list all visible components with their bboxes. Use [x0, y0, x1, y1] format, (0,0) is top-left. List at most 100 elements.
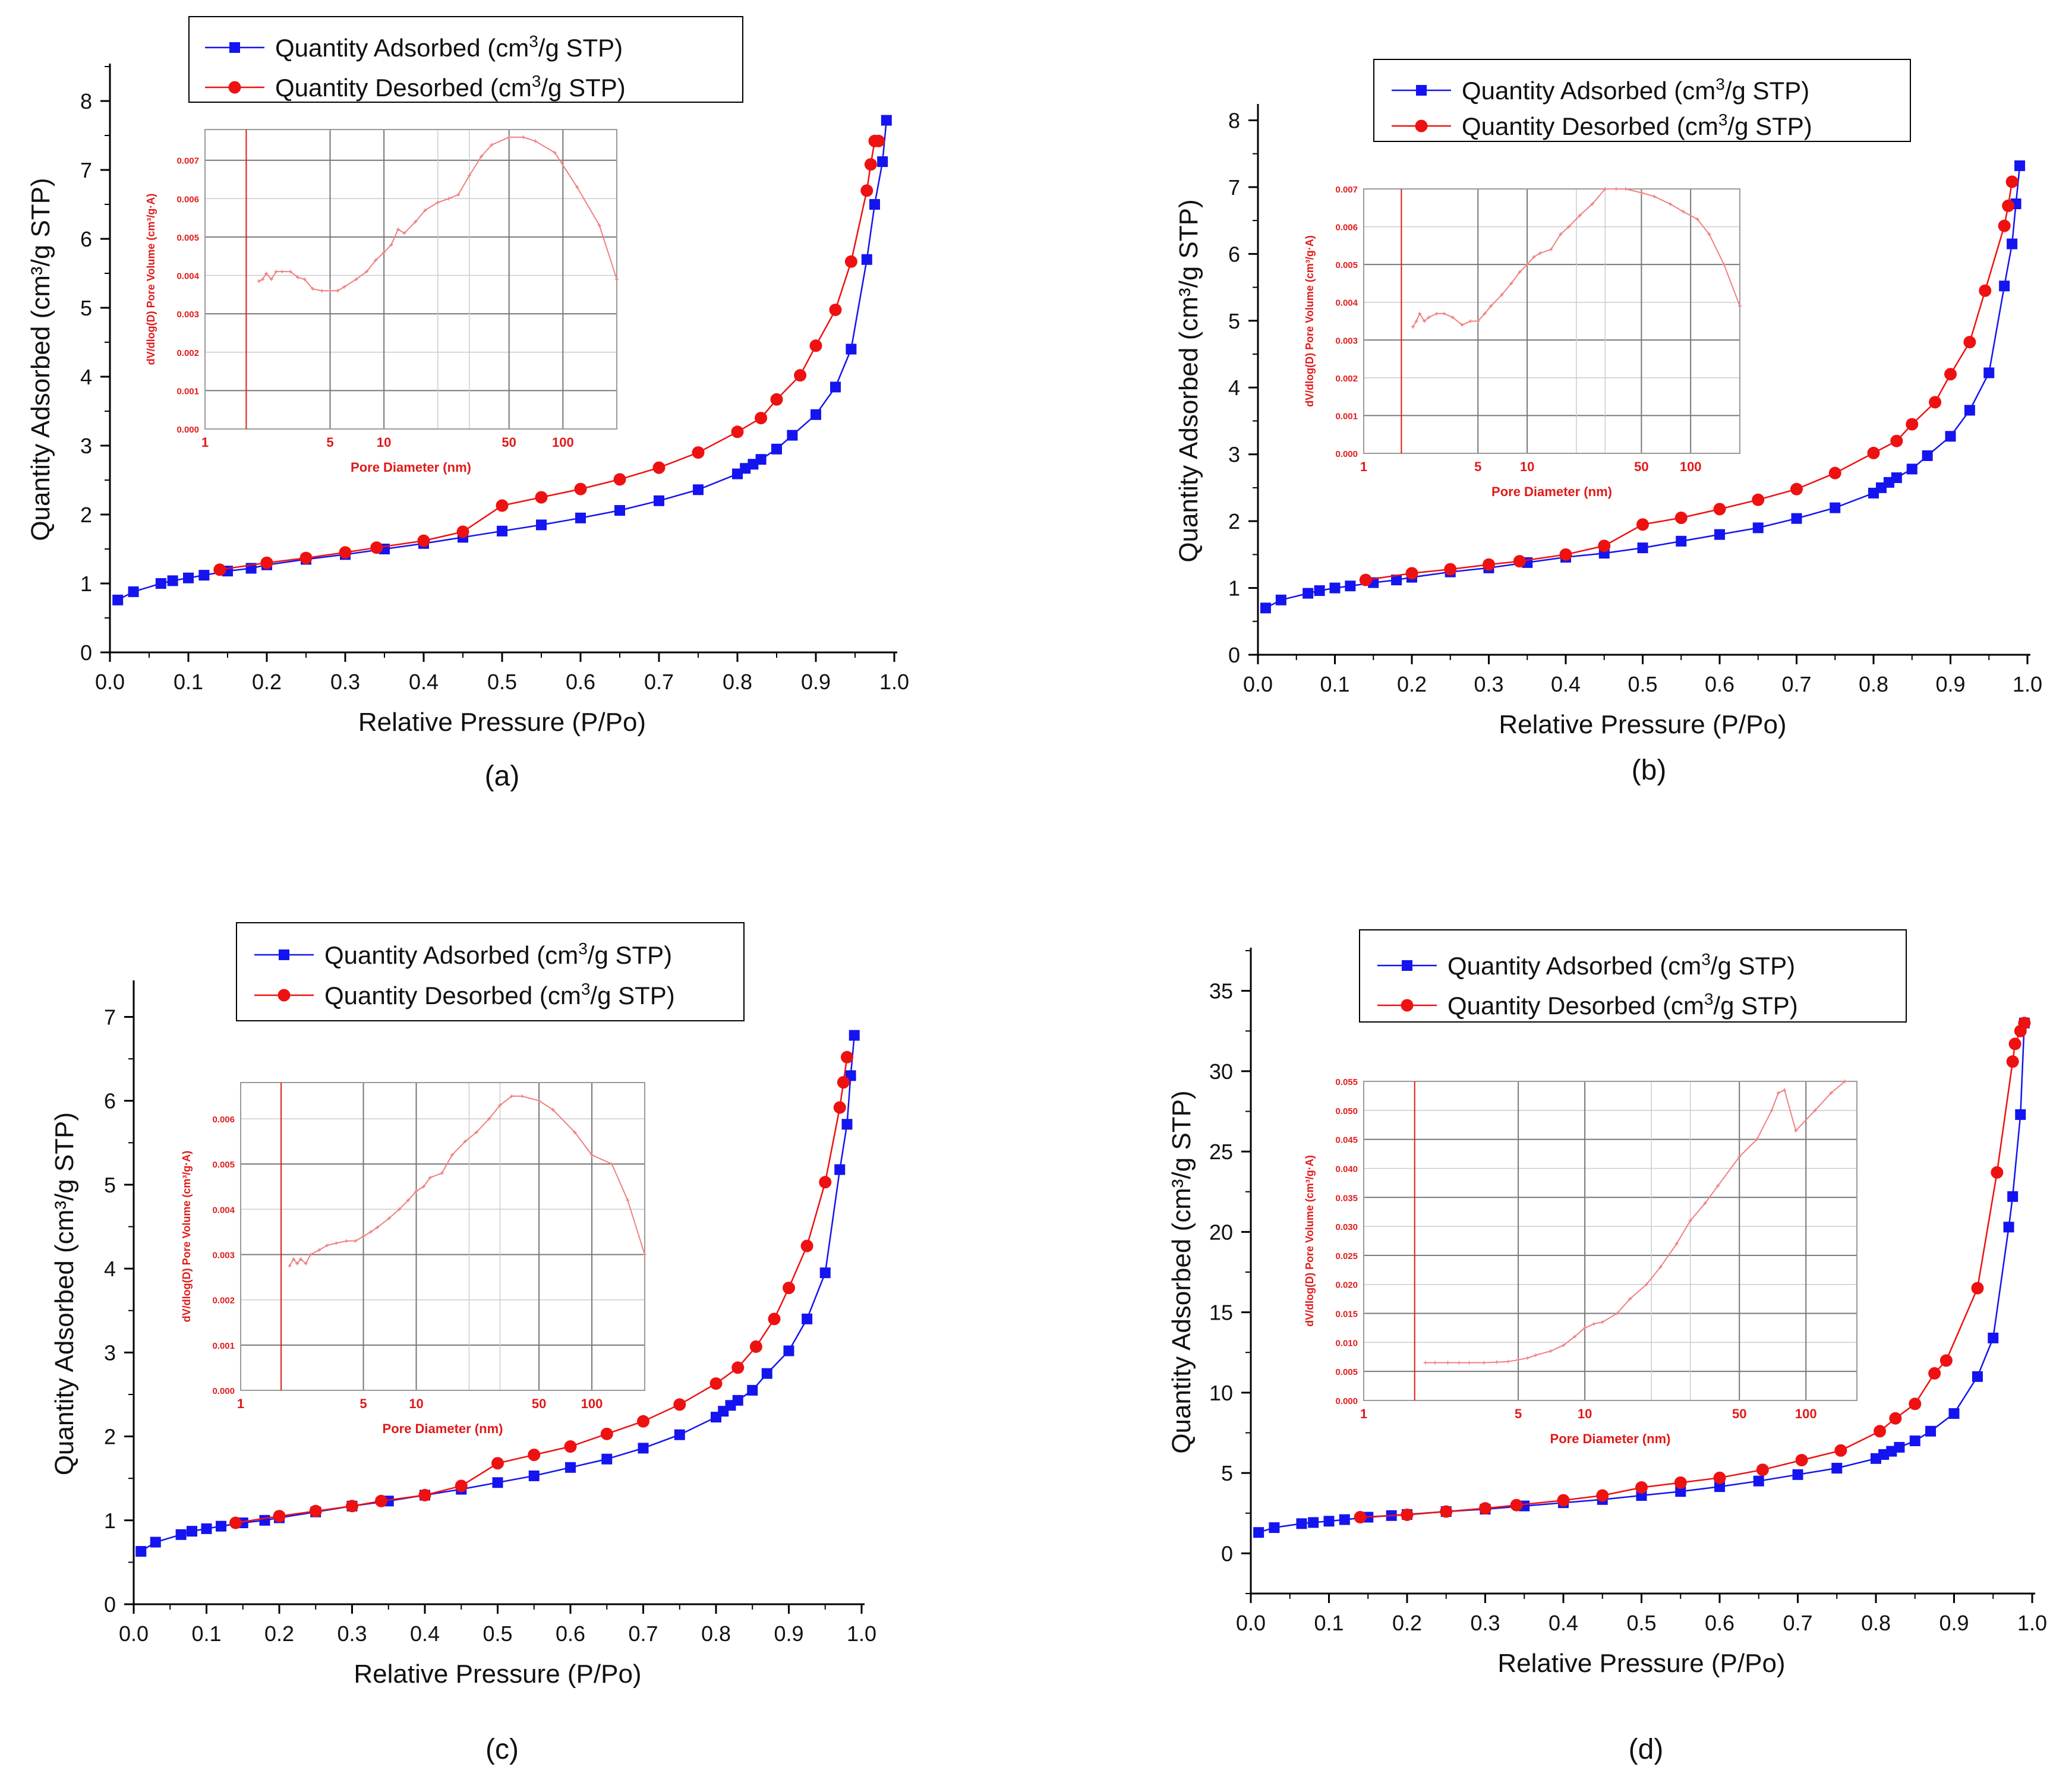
desorbed-point: [1828, 466, 1841, 479]
inset-point: [1427, 315, 1431, 320]
inset-point: [1534, 1353, 1538, 1357]
inset-point: [537, 1099, 541, 1103]
adsorbed-point: [216, 1520, 226, 1532]
desorbed-point: [1979, 284, 1992, 297]
adsorbed-point: [536, 519, 547, 531]
inset-point: [1829, 1091, 1833, 1095]
inset-point: [1525, 263, 1529, 267]
x-axis-label: Relative Pressure (P/Po): [1497, 1649, 1785, 1678]
y-tick-label: 0: [104, 1592, 116, 1617]
y-axis-label: Quantity Adsorbed (cm³/g STP): [50, 1112, 79, 1475]
inset-point: [480, 154, 484, 159]
adsorbed-point: [877, 156, 888, 168]
inset-point: [288, 1264, 292, 1268]
adsorbed-point: [846, 343, 857, 355]
inset-point: [1509, 281, 1513, 285]
inset-point: [1450, 315, 1455, 320]
adsorbed-point: [2003, 1222, 2014, 1233]
x-tick-label: 0.4: [410, 1621, 440, 1646]
y-tick-label: 5: [1228, 309, 1240, 333]
inset-y-tick-label: 0.005: [1335, 1367, 1358, 1377]
inset-point: [344, 1239, 348, 1243]
inset-y-tick-label: 0.005: [212, 1160, 235, 1170]
inset-point: [320, 289, 324, 293]
inset-point: [1755, 1137, 1759, 1141]
inset-point: [274, 270, 278, 274]
inset-point: [1695, 217, 1699, 221]
desorbed-point: [1598, 539, 1611, 553]
inset-point: [1770, 1108, 1774, 1112]
x-axis-label: Relative Pressure (P/Po): [358, 708, 646, 737]
inset-point: [463, 1140, 467, 1144]
desorbed-point: [455, 1479, 468, 1493]
inset-y-tick-label: 0.000: [1335, 449, 1358, 459]
y-tick-label: 25: [1209, 1140, 1233, 1164]
desorbed-point: [299, 551, 313, 564]
inset-y-tick-label: 0.050: [1335, 1106, 1358, 1116]
inset-y-tick-label: 0.006: [1335, 223, 1358, 233]
inset-point: [510, 1094, 514, 1098]
inset-point: [1783, 1088, 1787, 1092]
panel-c: 0.0 0.1 0.2 0.3 0.4 0.5 0.6 0.7 0.8 0.9 1.0 0 1 2 3 4 5 6…: [50, 922, 876, 1765]
desorbed-point: [1444, 563, 1457, 576]
adsorbed-point: [1891, 472, 1902, 484]
legend-label-desorbed: Quantity Desorbed (cm3/g STP): [1447, 990, 1798, 1020]
desorbed-point: [1479, 1502, 1491, 1515]
adsorbed-point: [1999, 280, 2010, 292]
inset-y-tick-label: 0.002: [212, 1296, 235, 1306]
inset-point: [1411, 325, 1415, 329]
inset-y-tick-label: 0.015: [1335, 1310, 1358, 1320]
x-tick-label: 0.5: [1628, 672, 1657, 696]
desorbed-point: [1928, 1367, 1941, 1380]
adsorbed-point: [830, 381, 841, 393]
adsorbed-point: [755, 454, 767, 465]
desorbed-point: [2018, 1017, 2031, 1030]
adsorbed-point: [1714, 529, 1725, 540]
adsorbed-point: [1906, 463, 1918, 475]
inset-point: [1578, 213, 1582, 217]
x-tick-label: 0.4: [1549, 1611, 1578, 1635]
adsorbed-point: [1988, 1332, 1999, 1343]
inset-y-tick-label: 0.003: [212, 1250, 235, 1260]
inset-point: [551, 1108, 555, 1112]
adsorbed-point: [834, 1164, 846, 1175]
inset-point: [467, 173, 471, 178]
inset-point: [1495, 1360, 1499, 1364]
adsorbed-point: [259, 1515, 270, 1526]
x-tick-label: 0.7: [628, 1621, 658, 1646]
adsorbed-point: [1964, 405, 1975, 416]
adsorbed-point: [1753, 1475, 1764, 1487]
inset-y-tick-label: 0.005: [1335, 260, 1358, 270]
inset-point: [1482, 1361, 1486, 1365]
inset-y-tick-label: 0.002: [176, 348, 199, 358]
x-tick-label: 0.8: [723, 670, 752, 694]
inset-point: [1559, 232, 1563, 236]
adsorbed-point: [747, 1384, 758, 1396]
inset-point: [1423, 319, 1427, 323]
y-tick-label: 5: [104, 1173, 116, 1197]
desorbed-point: [2008, 1037, 2021, 1050]
inset-x-tick-label: 5: [359, 1396, 367, 1411]
inset-y-tick-label: 0.004: [176, 272, 199, 282]
adsorbed-point: [810, 409, 821, 420]
inset-point: [1573, 1334, 1577, 1339]
y-tick-label: 4: [104, 1257, 116, 1281]
y-tick-label: 15: [1209, 1301, 1233, 1325]
adsorbed-point: [1260, 602, 1271, 614]
desorbed-point: [809, 339, 822, 352]
desorbed-point: [1874, 1425, 1887, 1438]
inset-point: [1506, 1359, 1510, 1364]
x-tick-label: 1.0: [847, 1621, 876, 1646]
inset-y-tick-label: 0.045: [1335, 1135, 1358, 1146]
adsorbed-point: [1269, 1522, 1280, 1534]
inset-y-axis-label: dV/dlog(D) Pore Volume (cm³/g·A): [181, 1151, 193, 1323]
inset-point: [299, 1257, 303, 1261]
legend-marker-adsorbed: [229, 42, 240, 53]
x-tick-label: 0.2: [252, 670, 282, 694]
adsorbed-point: [2007, 238, 2018, 250]
y-tick-label: 3: [104, 1340, 116, 1365]
inset-point: [257, 279, 261, 283]
y-tick-label: 20: [1209, 1220, 1233, 1244]
desorbed-point: [564, 1440, 577, 1453]
inset-point: [1562, 1343, 1566, 1348]
